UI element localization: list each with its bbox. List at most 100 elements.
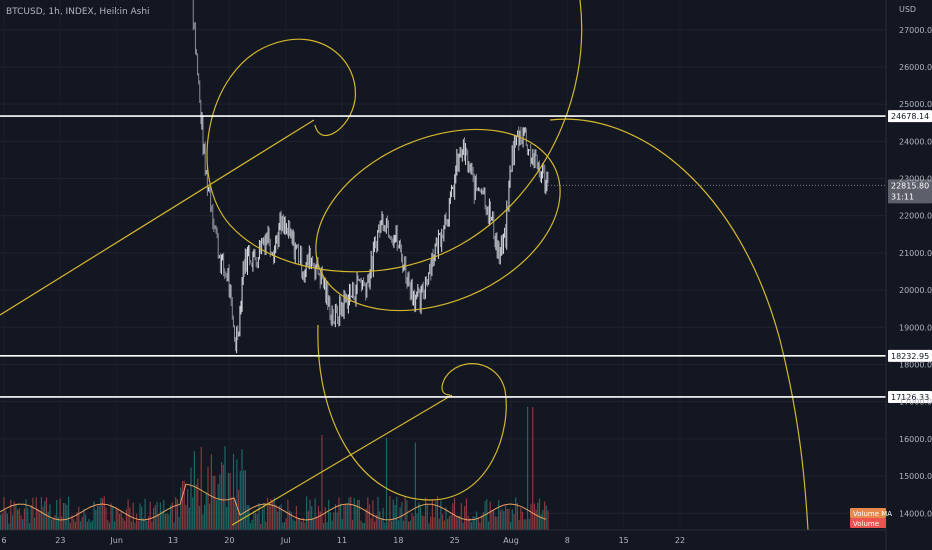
volume-bar — [255, 512, 257, 530]
volume-bar — [314, 498, 316, 530]
volume-bar — [503, 511, 505, 530]
volume-bar — [8, 523, 10, 530]
volume-bar — [501, 508, 503, 530]
x-tick-label: Aug — [503, 536, 519, 545]
volume-bar — [103, 496, 105, 530]
volume-bar — [496, 516, 498, 530]
volume-bar — [508, 508, 510, 530]
y-tick-label: 15000.00 — [899, 472, 932, 481]
volume-bar — [105, 507, 107, 530]
volume-bar — [209, 503, 211, 530]
volume-bar — [202, 514, 204, 530]
volume-bar — [365, 508, 367, 530]
volume-bar — [59, 498, 61, 530]
volume-bar — [494, 516, 496, 530]
volume-bar — [113, 521, 116, 530]
volume-bar — [532, 407, 534, 530]
volume-bar — [343, 504, 345, 530]
volume-bar — [363, 522, 365, 530]
volume-bar — [69, 522, 71, 530]
volume-bar — [193, 451, 195, 530]
volume-bar — [272, 500, 274, 530]
volume-bar — [23, 508, 25, 530]
volume-bar — [241, 449, 243, 530]
volume-bar — [129, 507, 131, 530]
volume-bar — [164, 514, 167, 530]
x-tick-label: 11 — [337, 536, 347, 545]
volume-bar — [6, 513, 8, 530]
level-price-tag — [888, 390, 932, 403]
volume-bar — [455, 515, 457, 530]
volume-bar — [117, 508, 119, 530]
volume-bar — [504, 505, 507, 530]
volume-bar — [428, 523, 430, 530]
x-tick-label: Jul — [280, 536, 291, 545]
trend-line-lower — [231, 394, 453, 526]
volume-bar — [125, 509, 127, 530]
volume-bar — [368, 504, 371, 530]
trend-line-upper — [0, 119, 315, 316]
volume-bar — [399, 507, 401, 530]
y-tick-label: 22000.00 — [899, 212, 932, 221]
volume-bar — [232, 453, 235, 530]
volume-bar — [176, 499, 178, 530]
volume-bar — [168, 514, 170, 530]
volume-bar — [323, 522, 325, 530]
volume-bar — [280, 504, 282, 530]
x-tick-label: 22 — [675, 536, 685, 545]
x-tick-label: Jun — [109, 536, 123, 545]
volume-bar — [40, 497, 42, 530]
volume-bar — [144, 498, 146, 530]
volume-bar — [328, 499, 330, 530]
trend-ellipse — [315, 128, 561, 312]
volume-bar — [282, 522, 284, 530]
y-tick-label: 14000.00 — [899, 509, 932, 518]
volume-bar — [219, 474, 221, 530]
volume-bar — [321, 435, 323, 530]
volume-bar — [215, 499, 218, 530]
volume-bar — [130, 521, 133, 530]
volume-bar — [231, 497, 233, 530]
volume-bar — [409, 520, 411, 530]
volume-bar — [253, 510, 255, 530]
volume-bar — [525, 519, 527, 530]
volume-bar — [309, 499, 311, 530]
volume-bar — [460, 503, 462, 530]
volume-bar — [387, 521, 389, 530]
volume-bar — [411, 513, 413, 530]
volume-bar — [98, 505, 100, 530]
volume-bar — [28, 523, 31, 530]
x-tick-label: 20 — [224, 536, 234, 545]
last-price-tag — [888, 179, 932, 204]
volume-bar — [436, 496, 439, 530]
volume-bar — [547, 510, 549, 530]
volume-bar — [198, 505, 201, 530]
volume-bar — [304, 522, 306, 530]
legend-badge — [850, 518, 886, 528]
volume-bar — [394, 504, 396, 530]
volume-bar — [273, 497, 275, 530]
volume-bar — [52, 517, 54, 530]
volume-bar — [187, 489, 189, 530]
volume-bar — [226, 506, 228, 530]
volume-bar — [358, 499, 360, 530]
volume-bar — [521, 511, 524, 530]
volume-bar — [297, 518, 299, 530]
volume-bar — [442, 514, 444, 530]
volume-bar — [249, 523, 252, 530]
volume-bar — [484, 501, 486, 530]
volume-bar — [294, 521, 296, 530]
volume-bar — [421, 515, 423, 530]
volume-bar — [528, 518, 530, 530]
volume-bar — [469, 518, 471, 530]
volume-bar — [217, 484, 219, 530]
horizontal-levels: 24678.14 18232.95 17126.33 22815.80 31:11 — [0, 110, 932, 403]
volume-bar — [326, 522, 328, 530]
volume-bar — [443, 520, 445, 530]
volume-bar — [57, 517, 59, 530]
volume-bar — [185, 504, 187, 530]
volume-bar — [462, 522, 464, 530]
volume-bar — [523, 519, 525, 530]
volume-bar — [158, 514, 160, 530]
